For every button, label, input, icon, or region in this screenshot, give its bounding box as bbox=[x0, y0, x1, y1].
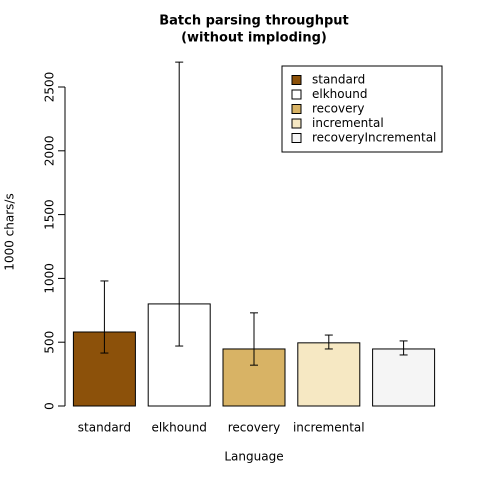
y-axis-label: 1000 chars/s bbox=[3, 193, 17, 270]
y-tick-label: 1000 bbox=[43, 263, 57, 294]
y-tick-label: 0 bbox=[43, 402, 57, 410]
legend-swatch bbox=[291, 133, 302, 143]
x-axis-label: Language bbox=[224, 450, 283, 464]
legend-label: incremental bbox=[312, 116, 384, 130]
legend-box bbox=[281, 65, 443, 153]
legend-swatch bbox=[291, 89, 302, 100]
y-tick-label: 2500 bbox=[43, 72, 57, 103]
chart-subtitle: (without imploding) bbox=[181, 31, 327, 46]
legend-swatch bbox=[291, 104, 302, 114]
legend-swatch bbox=[291, 75, 302, 85]
chart-title: Batch parsing throughput bbox=[159, 14, 349, 29]
bar bbox=[372, 348, 436, 407]
legend-swatch bbox=[291, 118, 302, 129]
x-tick-label: standard bbox=[78, 421, 131, 435]
bar bbox=[297, 342, 361, 407]
y-tick-label: 2000 bbox=[43, 136, 57, 167]
legend-label: recovery bbox=[312, 102, 365, 116]
y-tick-label: 1500 bbox=[43, 199, 57, 230]
legend-label: standard bbox=[312, 73, 365, 87]
legend-label: elkhound bbox=[312, 87, 367, 101]
x-tick-label: recovery bbox=[228, 421, 281, 435]
legend-label: recoveryIncremental bbox=[312, 131, 436, 145]
y-tick-label: 500 bbox=[43, 331, 57, 354]
x-tick-label: incremental bbox=[293, 421, 365, 435]
x-tick-label: elkhound bbox=[151, 421, 206, 435]
